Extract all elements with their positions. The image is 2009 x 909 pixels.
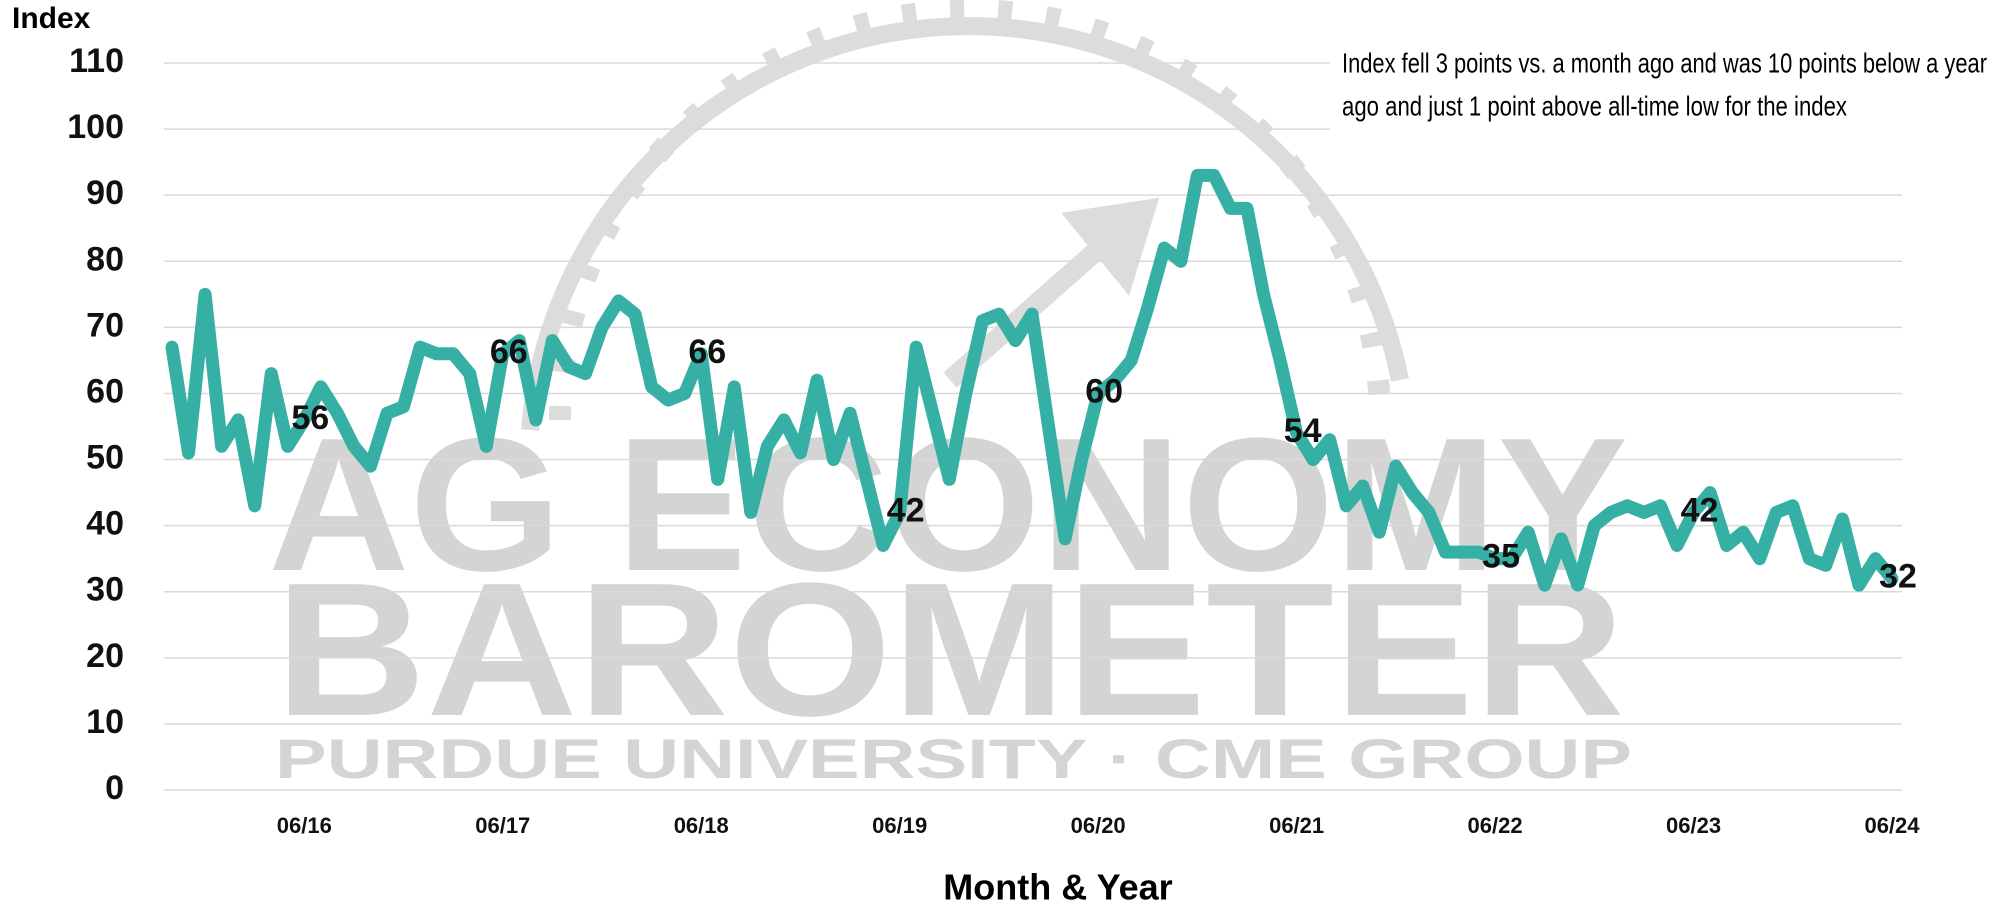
y-tick-label: 60 xyxy=(86,372,124,410)
watermark-text: PURDUE UNIVERSITY · CME GROUP xyxy=(275,727,1632,790)
x-tick-label: 06/24 xyxy=(1864,813,1920,838)
line xyxy=(165,168,1899,592)
x-tick-label: 06/16 xyxy=(277,813,332,838)
watermark-logo: AG ECONOMY BAROMETER PURDUE UNIVERSITY ·… xyxy=(268,0,1632,790)
y-axis-label: Index xyxy=(12,2,91,35)
y-tick-label: 0 xyxy=(105,769,124,807)
data-label: 54 xyxy=(1284,412,1322,450)
x-tick-label: 06/17 xyxy=(475,813,530,838)
y-tick-label: 50 xyxy=(86,439,124,477)
x-tick-label: 06/20 xyxy=(1071,813,1126,838)
y-tick-label: 110 xyxy=(69,42,124,80)
data-label: 66 xyxy=(490,333,528,371)
gauge-arc xyxy=(521,17,1409,431)
x-tick-label: 06/21 xyxy=(1269,813,1324,838)
x-tick-label: 06/18 xyxy=(674,813,729,838)
data-label: 32 xyxy=(1879,557,1917,595)
watermark-text: BAROMETER xyxy=(275,544,1625,756)
annotation-text: Index fell 3 points vs. a month ago and … xyxy=(1342,47,1987,78)
y-tick-label: 90 xyxy=(86,174,124,212)
y-tick-label: 80 xyxy=(86,240,124,278)
data-label: 60 xyxy=(1085,372,1123,410)
x-axis-label: Month & Year xyxy=(943,867,1172,908)
y-tick-label: 100 xyxy=(67,108,124,146)
x-tick-label: 06/19 xyxy=(872,813,927,838)
x-tick-label: 06/22 xyxy=(1468,813,1523,838)
annotation-text: ago and just 1 point above all-time low … xyxy=(1342,90,1847,121)
annotation-box xyxy=(1330,40,2009,132)
data-label: 66 xyxy=(688,333,726,371)
y-tick-label: 70 xyxy=(86,306,124,344)
y-tick-label: 10 xyxy=(86,703,124,741)
data-label: 35 xyxy=(1482,538,1520,576)
data-label: 42 xyxy=(887,491,925,529)
data-label: 56 xyxy=(291,399,329,437)
x-tick-label: 06/23 xyxy=(1666,813,1721,838)
y-tick-label: 30 xyxy=(86,571,124,609)
data-label: 42 xyxy=(1681,491,1719,529)
y-tick-label: 40 xyxy=(86,505,124,543)
y-tick-label: 20 xyxy=(86,637,124,675)
